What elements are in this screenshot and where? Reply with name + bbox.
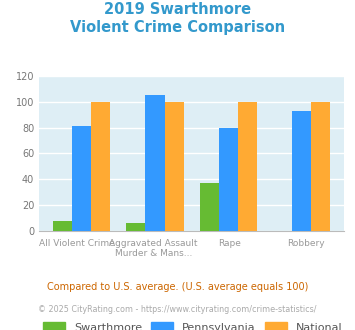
Bar: [126, 223, 146, 231]
Legend: Swarthmore, Pennsylvania, National: Swarthmore, Pennsylvania, National: [38, 317, 347, 330]
Bar: [238, 102, 257, 231]
Text: Murder & Mans...: Murder & Mans...: [115, 249, 192, 258]
Text: © 2025 CityRating.com - https://www.cityrating.com/crime-statistics/: © 2025 CityRating.com - https://www.city…: [38, 305, 317, 314]
Bar: [53, 221, 72, 231]
Bar: [91, 102, 110, 231]
Bar: [311, 102, 331, 231]
Bar: [164, 102, 184, 231]
Text: 2019 Swarthmore: 2019 Swarthmore: [104, 2, 251, 16]
Text: Aggravated Assault: Aggravated Assault: [109, 239, 198, 248]
Text: Robbery: Robbery: [288, 239, 325, 248]
Text: Compared to U.S. average. (U.S. average equals 100): Compared to U.S. average. (U.S. average …: [47, 282, 308, 292]
Text: Violent Crime Comparison: Violent Crime Comparison: [70, 20, 285, 35]
Bar: [146, 95, 164, 231]
Bar: [72, 126, 91, 231]
Bar: [219, 128, 238, 231]
Text: Rape: Rape: [218, 239, 241, 248]
Bar: [292, 111, 311, 231]
Text: All Violent Crime: All Violent Crime: [39, 239, 115, 248]
Bar: [200, 183, 219, 231]
